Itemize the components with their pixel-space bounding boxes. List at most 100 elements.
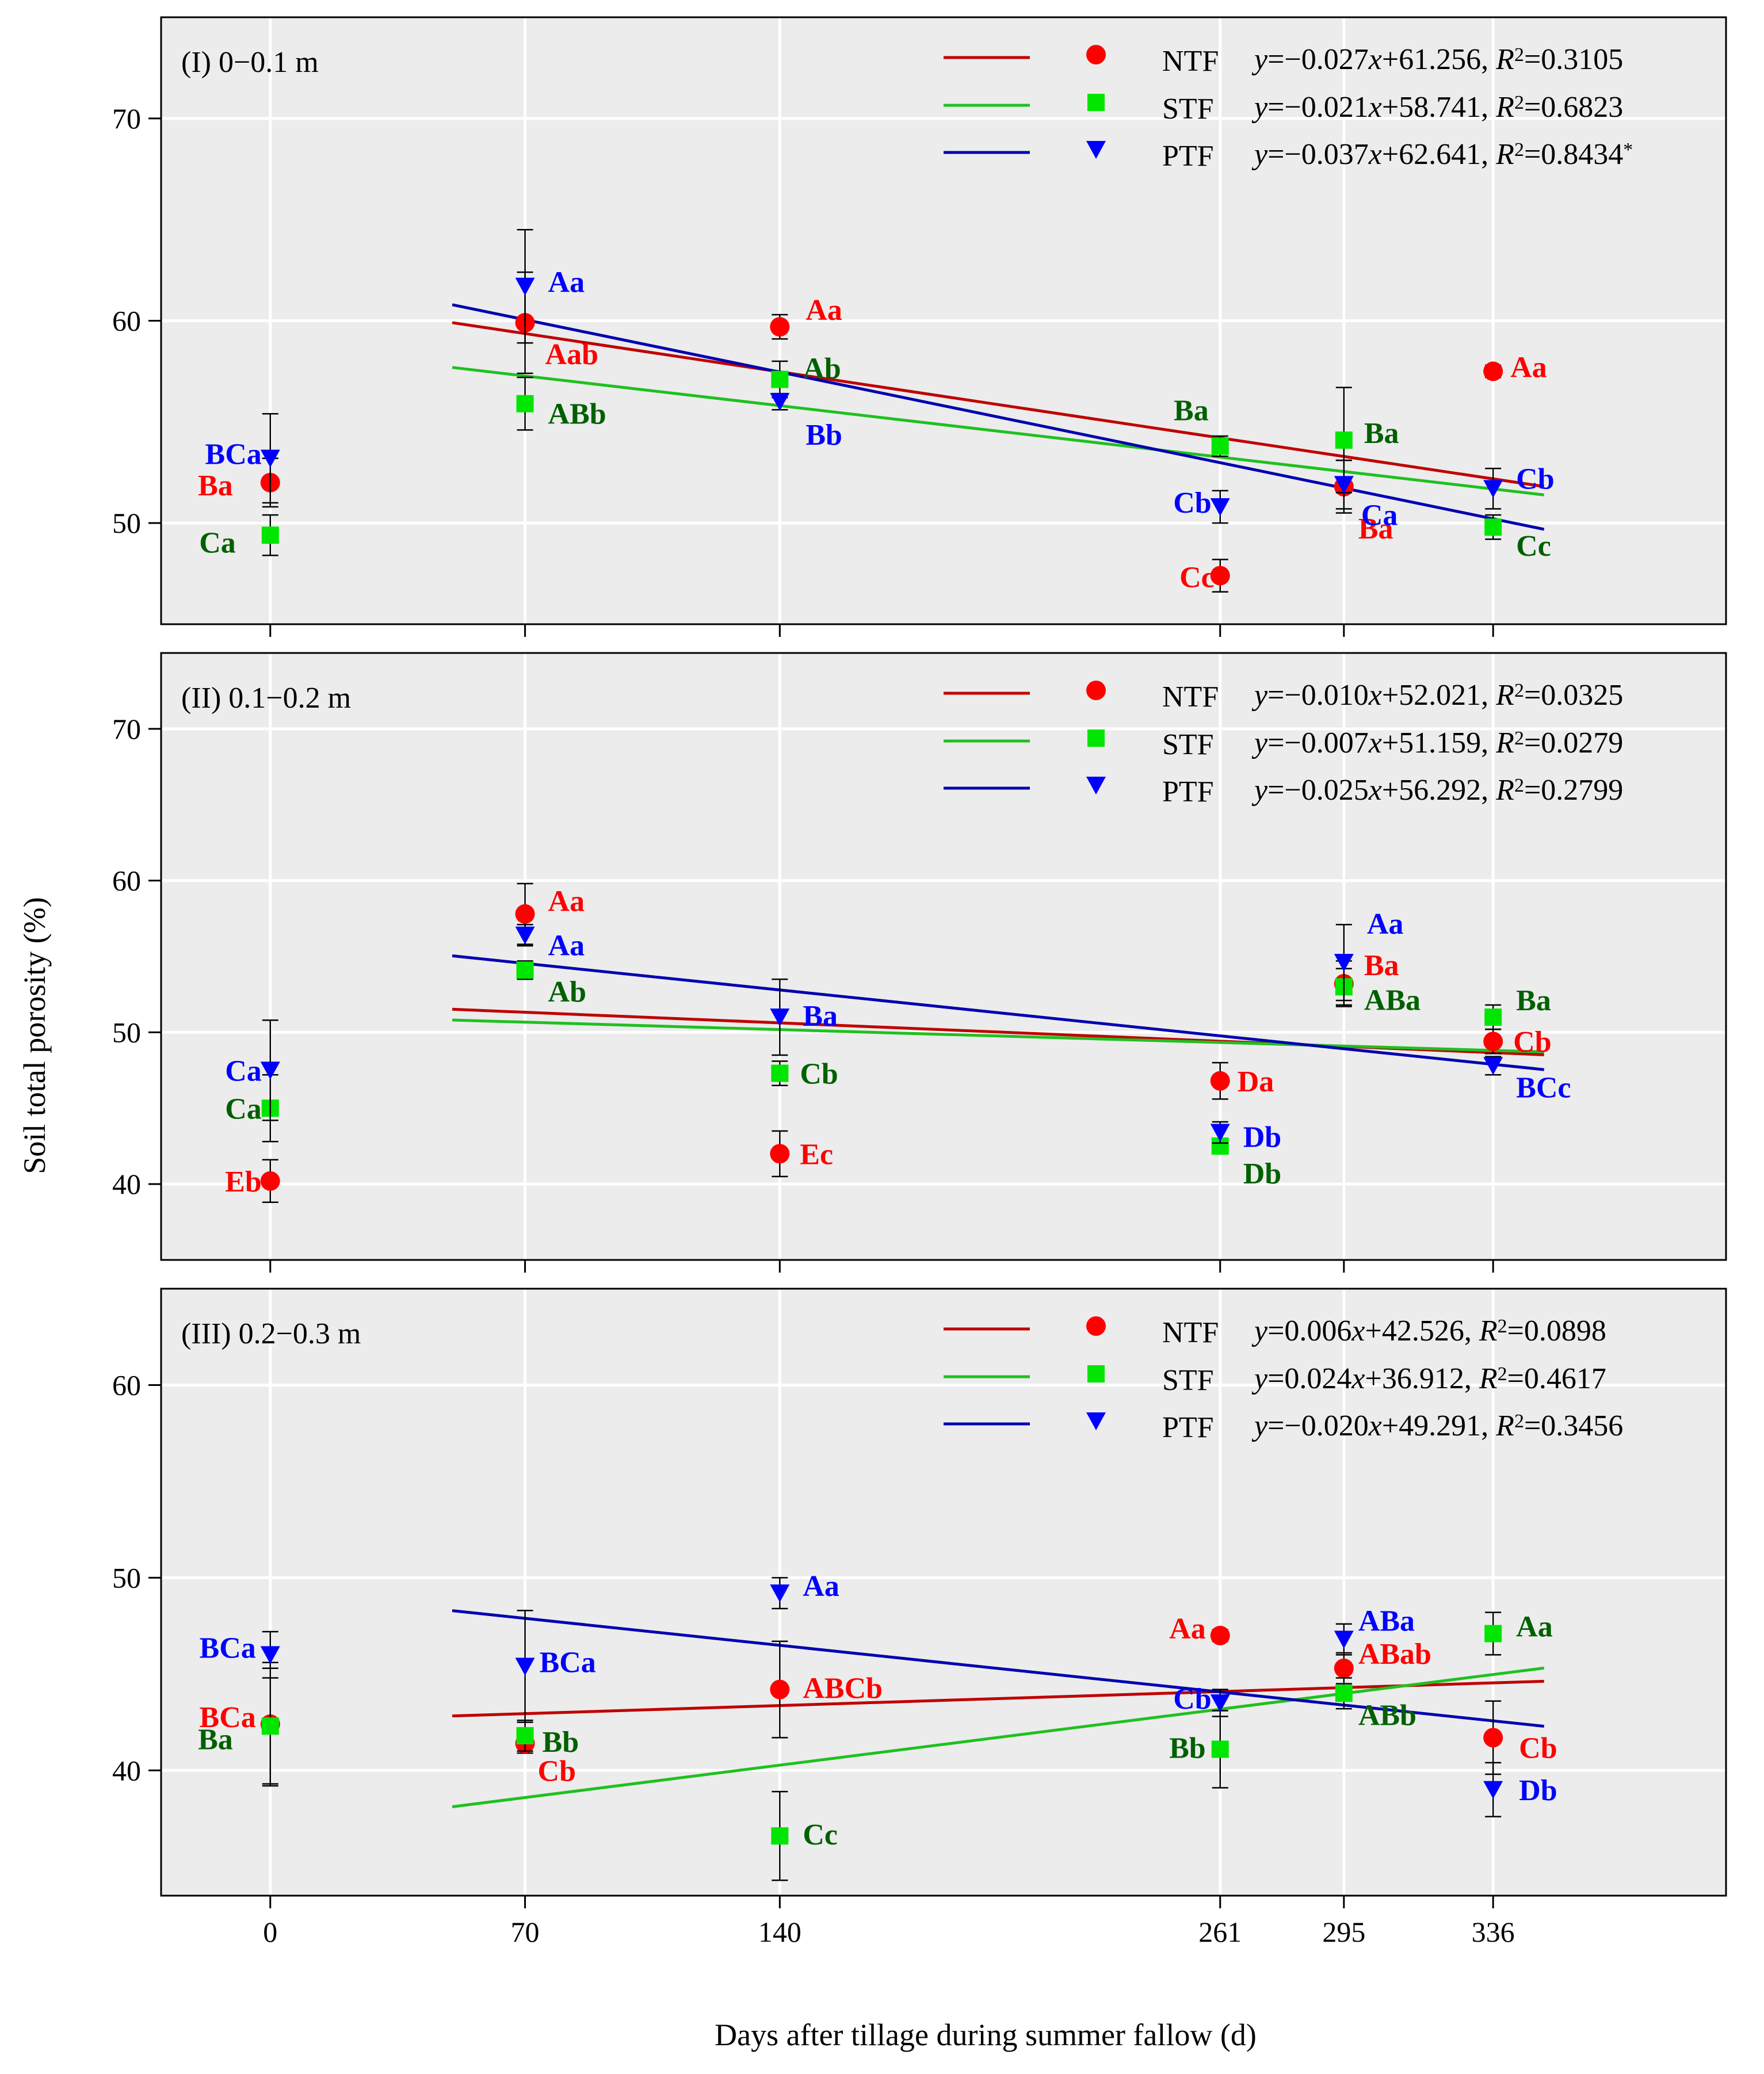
equation-part: y	[1251, 679, 1268, 712]
significance-label: Ca	[1361, 499, 1398, 532]
y-tick-label: 40	[112, 1168, 141, 1200]
data-point-stf	[1211, 437, 1229, 455]
significance-label: Eb	[225, 1166, 262, 1198]
fit-line-ptf	[452, 954, 1544, 1071]
significance-label: Bb	[805, 419, 842, 452]
equation-part: R	[1495, 774, 1514, 807]
equation-part: x	[1368, 679, 1382, 712]
legend-name: PTF	[1162, 140, 1214, 173]
significance-label: Cc	[1516, 530, 1551, 563]
y-tick-label: 60	[112, 1369, 141, 1401]
equation-part: +36.912,	[1365, 1362, 1479, 1395]
equation-part: =−0.037	[1267, 138, 1369, 171]
panel-title: (III) 0.2−0.3 m	[181, 1317, 361, 1350]
equation-part: =0.006	[1267, 1315, 1351, 1347]
significance-label: Ba	[1174, 395, 1209, 427]
significance-label: Ba	[1364, 417, 1399, 450]
series-ptf: BCa BCa Aa Cb ABa Db	[200, 1570, 1557, 1817]
data-point-ntf	[260, 1171, 280, 1191]
equation-part: +42.526,	[1365, 1315, 1479, 1347]
significance-label: Ba	[1358, 513, 1393, 545]
equation-part: =−0.021	[1267, 91, 1369, 124]
equation-part: 2	[1498, 1363, 1507, 1385]
legend-equation: y=−0.037x+62.641, R2=0.8434*	[1251, 138, 1633, 171]
equation-part: R	[1495, 1410, 1514, 1442]
y-tick-label: 40	[112, 1754, 141, 1786]
data-point-ntf	[1210, 566, 1230, 586]
data-point-ptf	[1334, 1630, 1354, 1649]
x-axis-label: Days after tillage during summer fallow …	[715, 2018, 1257, 2052]
significance-label: Ab	[803, 352, 841, 385]
data-point-ptf	[770, 1009, 790, 1026]
significance-label: BCa	[205, 438, 262, 471]
equation-part: 2	[1514, 728, 1524, 749]
significance-label: Cc	[1179, 562, 1215, 594]
data-point-ptf	[260, 1061, 280, 1080]
equation-part: =−0.010	[1267, 679, 1369, 712]
equation-part: 2	[1514, 1411, 1524, 1432]
data-point-ptf	[1210, 1124, 1230, 1142]
data-point-ptf	[1483, 1781, 1503, 1799]
equation-part: +62.641,	[1382, 138, 1496, 171]
data-point-stf	[1335, 431, 1353, 449]
equation-part: =0.0279	[1524, 727, 1623, 759]
y-axis-label: Soil total porosity (%)	[17, 897, 52, 1174]
series-ptf: Ca Aa Ba Db Aa BCc	[225, 908, 1571, 1154]
data-point-stf	[516, 395, 534, 412]
y-tick-label: 70	[112, 102, 141, 135]
data-point-stf	[516, 1727, 534, 1745]
significance-label: Cb	[1516, 463, 1554, 495]
data-point-stf	[261, 1717, 279, 1735]
data-point-ntf	[1334, 1658, 1354, 1678]
data-point-ptf	[260, 1646, 280, 1664]
equation-part: 2	[1514, 139, 1524, 161]
equation-part: R	[1479, 1315, 1498, 1347]
equation-part: =0.4617	[1507, 1362, 1606, 1395]
data-point-ntf	[770, 1144, 790, 1164]
series-ptf: BCa Aa Bb Cb Ca Cb	[205, 229, 1555, 532]
legend-marker-ntf	[1086, 1316, 1106, 1336]
equation-part: 2	[1514, 92, 1524, 113]
equation-part: y	[1251, 1315, 1268, 1347]
data-point-stf	[771, 1064, 789, 1082]
equation-part: R	[1495, 91, 1514, 124]
significance-label: Aa	[805, 294, 842, 327]
significance-label: Aa	[1516, 1611, 1553, 1644]
data-point-ntf	[515, 904, 535, 924]
legend-name: STF	[1162, 93, 1214, 125]
equation-part: *	[1623, 139, 1633, 161]
legend-marker-stf	[1087, 1365, 1105, 1382]
significance-label: BCa	[200, 1632, 256, 1664]
equation-part: y	[1251, 138, 1268, 171]
equation-part: =0.3105	[1524, 43, 1623, 76]
significance-label: Db	[1519, 1774, 1557, 1807]
data-point-ptf	[1210, 1694, 1230, 1713]
significance-label: Aab	[545, 338, 598, 371]
equation-part: =−0.020	[1267, 1410, 1369, 1442]
equation-part: x	[1368, 727, 1382, 759]
equation-part: =−0.025	[1267, 774, 1369, 807]
data-point-ptf	[515, 1657, 535, 1676]
data-point-stf	[1484, 1625, 1502, 1643]
series-ntf: BCa Cb ABCb Aa ABab Cb	[200, 1613, 1557, 1788]
legend-marker-stf	[1087, 94, 1105, 111]
significance-label: Ec	[800, 1138, 833, 1171]
fit-line-ptf	[452, 1609, 1544, 1728]
data-point-ntf	[1210, 1071, 1230, 1091]
data-point-stf	[516, 961, 534, 979]
significance-label: Db	[1243, 1121, 1281, 1154]
data-point-ntf	[770, 1679, 790, 1699]
data-point-stf	[261, 526, 279, 544]
significance-label: BCa	[200, 1701, 256, 1734]
equation-part: x	[1351, 1315, 1365, 1347]
significance-label: Ba	[198, 469, 233, 502]
equation-part: +56.292,	[1382, 774, 1496, 807]
panel-title: (I) 0−0.1 m	[181, 46, 319, 79]
data-point-stf	[1335, 1685, 1353, 1702]
equation-part: x	[1368, 91, 1382, 124]
data-point-stf	[1484, 518, 1502, 536]
legend-equation: y=0.006x+42.526, R2=0.0898	[1251, 1315, 1606, 1347]
fit-line-stf	[452, 1018, 1544, 1053]
